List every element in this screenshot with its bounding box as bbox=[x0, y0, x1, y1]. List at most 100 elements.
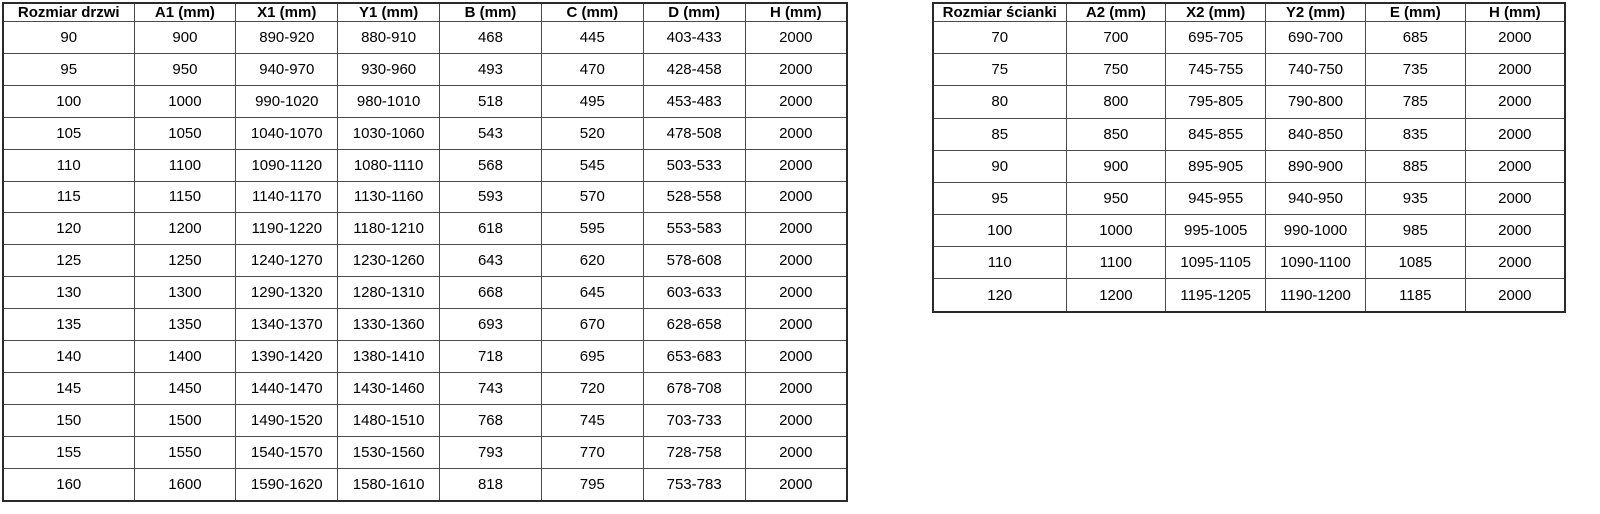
table-cell: 1290-1320 bbox=[235, 276, 339, 310]
table-row: 145 1450 1440-1470 1430-1460 743 720 678-708 20… bbox=[2, 371, 848, 405]
table-row: 100 1000 995-1005 990-1000 985 2000 bbox=[932, 214, 1566, 248]
table-cell: 2000 bbox=[744, 435, 848, 469]
table-cell: 2000 bbox=[1464, 117, 1566, 151]
table-cell: 620 bbox=[540, 244, 644, 278]
table-cell: 120 bbox=[2, 212, 135, 246]
table-cell: 2000 bbox=[744, 21, 848, 54]
table-cell: 1085 bbox=[1364, 246, 1466, 280]
column-header: X1 (mm) bbox=[235, 2, 339, 22]
table-cell: 1550 bbox=[133, 435, 237, 469]
door-table-header-row: Rozmiar drzwi A1 (mm) X1 (mm) Y1 (mm) B (mm)… bbox=[2, 2, 848, 22]
table-cell: 795-805 bbox=[1165, 85, 1267, 119]
table-cell: 850 bbox=[1065, 117, 1167, 151]
table-cell: 478-508 bbox=[642, 116, 746, 150]
table-cell: 570 bbox=[540, 180, 644, 214]
table-cell: 645 bbox=[540, 276, 644, 310]
table-cell: 95 bbox=[2, 52, 135, 86]
table-cell: 603-633 bbox=[642, 276, 746, 310]
table-cell: 890-900 bbox=[1265, 149, 1366, 183]
table-cell: 2000 bbox=[1464, 181, 1566, 216]
table-cell: 1185 bbox=[1364, 278, 1466, 313]
table-cell: 1100 bbox=[1065, 246, 1167, 280]
table-row: 85 850 845-855 840-850 835 2000 bbox=[932, 117, 1566, 151]
table-cell: 940-950 bbox=[1265, 181, 1366, 216]
table-cell: 790-800 bbox=[1265, 85, 1366, 119]
table-cell: 1480-1510 bbox=[337, 403, 441, 437]
table-cell: 2000 bbox=[1464, 246, 1566, 280]
column-header: Rozmiar ścianki bbox=[932, 2, 1067, 22]
table-cell: 685 bbox=[1364, 20, 1466, 55]
table-cell: 105 bbox=[2, 116, 135, 150]
table-cell: 1000 bbox=[1065, 214, 1167, 248]
table-cell: 845-855 bbox=[1165, 117, 1267, 151]
table-cell: 553-583 bbox=[642, 212, 746, 246]
table-cell: 945-955 bbox=[1165, 181, 1267, 216]
table-row: 160 1600 1590-1620 1580-1610 818 795 753-783 20… bbox=[2, 467, 848, 502]
table-cell: 2000 bbox=[744, 180, 848, 214]
table-cell: 678-708 bbox=[642, 371, 746, 405]
table-cell: 90 bbox=[932, 149, 1067, 183]
table-cell: 2000 bbox=[1464, 53, 1566, 87]
table-cell: 1450 bbox=[133, 371, 237, 405]
table-cell: 1440-1470 bbox=[235, 371, 339, 405]
table-row: 90 900 890-920 880-910 468 445 403-433 2000 bbox=[2, 21, 848, 54]
table-cell: 470 bbox=[540, 52, 644, 86]
table-cell: 100 bbox=[2, 84, 135, 118]
table-cell: 728-758 bbox=[642, 435, 746, 469]
table-cell: 890-920 bbox=[235, 21, 339, 54]
table-cell: 110 bbox=[2, 148, 135, 182]
table-cell: 885 bbox=[1364, 149, 1466, 183]
table-cell: 1600 bbox=[133, 467, 237, 502]
table-cell: 1140-1170 bbox=[235, 180, 339, 214]
table-cell: 115 bbox=[2, 180, 135, 214]
table-cell: 1180-1210 bbox=[337, 212, 441, 246]
table-cell: 643 bbox=[439, 244, 542, 278]
table-cell: 70 bbox=[932, 20, 1067, 55]
table-cell: 628-658 bbox=[642, 308, 746, 342]
table-cell: 445 bbox=[540, 21, 644, 54]
table-row: 120 1200 1190-1220 1180-1210 618 595 553-583 20… bbox=[2, 212, 848, 246]
table-cell: 578-608 bbox=[642, 244, 746, 278]
column-header: Y1 (mm) bbox=[337, 2, 441, 22]
table-row: 105 1050 1040-1070 1030-1060 543 520 478-508 20… bbox=[2, 116, 848, 150]
table-cell: 1240-1270 bbox=[235, 244, 339, 278]
table-cell: 1230-1260 bbox=[337, 244, 441, 278]
table-cell: 1190-1200 bbox=[1265, 278, 1366, 313]
table-cell: 740-750 bbox=[1265, 53, 1366, 87]
table-cell: 543 bbox=[439, 116, 542, 150]
column-header: E (mm) bbox=[1364, 2, 1466, 22]
column-header: Rozmiar drzwi bbox=[2, 2, 135, 22]
table-cell: 690-700 bbox=[1265, 20, 1366, 55]
table-cell: 100 bbox=[932, 214, 1067, 248]
table-cell: 2000 bbox=[1464, 278, 1566, 313]
table-cell: 1195-1205 bbox=[1165, 278, 1267, 313]
door-sizes-table: Rozmiar drzwi A1 (mm) X1 (mm) Y1 (mm) B (mm)… bbox=[2, 2, 848, 502]
table-cell: 618 bbox=[439, 212, 542, 246]
table-cell: 750 bbox=[1065, 53, 1167, 87]
table-cell: 1150 bbox=[133, 180, 237, 214]
table-cell: 1030-1060 bbox=[337, 116, 441, 150]
table-cell: 985 bbox=[1364, 214, 1466, 248]
table-row: 120 1200 1195-1205 1190-1200 1185 2000 bbox=[932, 278, 1566, 313]
table-cell: 2000 bbox=[744, 403, 848, 437]
table-cell: 493 bbox=[439, 52, 542, 86]
table-row: 75 750 745-755 740-750 735 2000 bbox=[932, 53, 1566, 87]
table-cell: 1380-1410 bbox=[337, 340, 441, 373]
table-cell: 1300 bbox=[133, 276, 237, 310]
table-cell: 150 bbox=[2, 403, 135, 437]
table-cell: 940-970 bbox=[235, 52, 339, 86]
table-cell: 745 bbox=[540, 403, 644, 437]
table-row: 155 1550 1540-1570 1530-1560 793 770 728-758 20… bbox=[2, 435, 848, 469]
table-cell: 495 bbox=[540, 84, 644, 118]
table-cell: 2000 bbox=[744, 212, 848, 246]
table-cell: 2000 bbox=[1464, 214, 1566, 248]
table-cell: 503-533 bbox=[642, 148, 746, 182]
column-header: H (mm) bbox=[1464, 2, 1566, 22]
table-cell: 568 bbox=[439, 148, 542, 182]
table-cell: 1580-1610 bbox=[337, 467, 441, 502]
table-cell: 1200 bbox=[1065, 278, 1167, 313]
table-cell: 593 bbox=[439, 180, 542, 214]
column-header: D (mm) bbox=[642, 2, 746, 22]
table-cell: 135 bbox=[2, 308, 135, 342]
